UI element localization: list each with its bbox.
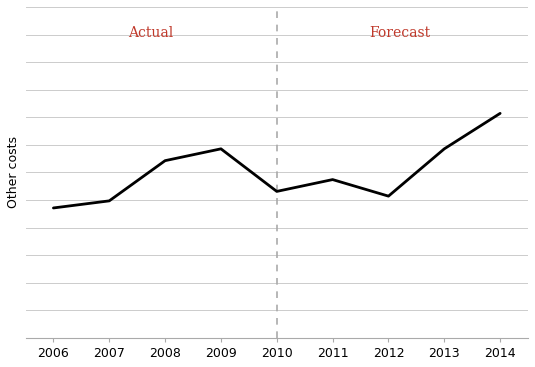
Y-axis label: Other costs: Other costs xyxy=(7,137,20,208)
Text: Actual: Actual xyxy=(128,26,174,40)
Text: Forecast: Forecast xyxy=(369,26,430,40)
